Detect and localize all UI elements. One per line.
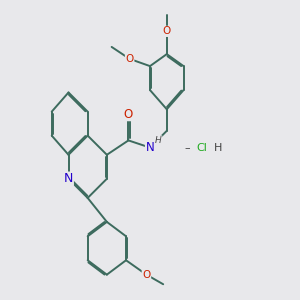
Text: H: H [214,142,223,153]
Text: Cl: Cl [196,142,207,153]
Text: O: O [163,26,171,36]
Text: O: O [124,107,133,121]
Text: O: O [125,54,134,64]
Text: O: O [142,270,151,280]
Text: N: N [146,141,154,154]
Text: N: N [64,172,73,185]
Text: H: H [155,136,162,145]
Text: –: – [184,142,190,153]
